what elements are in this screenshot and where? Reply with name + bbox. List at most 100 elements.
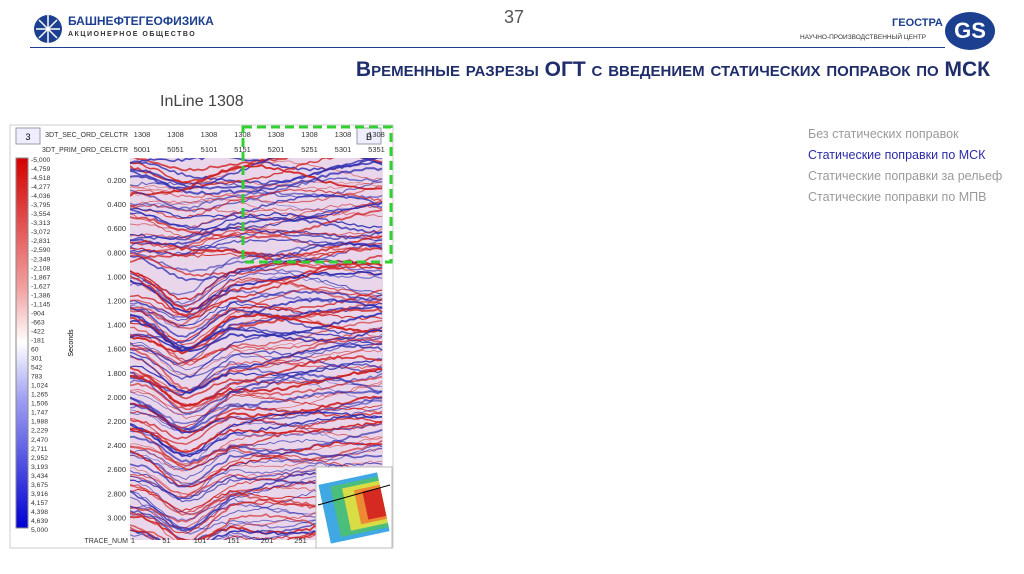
time-tick: 2.800 <box>107 489 126 498</box>
time-tick: 0.800 <box>107 248 126 257</box>
colorbar-label: 2,229 <box>31 428 48 435</box>
row-value: 5101 <box>201 145 218 154</box>
row-value: 1308 <box>368 130 385 139</box>
row-value: 5001 <box>134 145 151 154</box>
colorbar-label: 3,675 <box>31 482 48 489</box>
colorbar-label: -1,867 <box>31 274 50 281</box>
left-tag: 3 <box>25 132 30 142</box>
colorbar-label: -3,795 <box>31 202 50 209</box>
colorbar-label: 4,398 <box>31 509 48 516</box>
partner-sub: НАУЧНО-ПРОИЗВОДСТВЕННЫЙ ЦЕНТР <box>800 34 926 41</box>
option-item: Статические поправки по МСК <box>808 148 986 162</box>
trace-tick: 201 <box>261 536 274 545</box>
reflector <box>130 447 383 486</box>
colorbar-label: 5,000 <box>31 527 48 534</box>
reflector <box>130 167 383 195</box>
colorbar-label: 1,747 <box>31 410 48 417</box>
colorbar-label: 2,952 <box>31 455 48 462</box>
reflector <box>130 331 383 380</box>
colorbar-label: -422 <box>31 328 45 335</box>
colorbar-label: 2,711 <box>31 446 48 453</box>
reflector <box>130 305 383 342</box>
option-item: Статические поправки по МПВ <box>808 190 987 204</box>
time-tick: 1.200 <box>107 297 126 306</box>
colorbar-label: 301 <box>31 356 43 363</box>
colorbar-label: -4,277 <box>31 184 50 191</box>
time-tick: 2.600 <box>107 465 126 474</box>
reflector <box>130 438 383 480</box>
reflector <box>130 241 383 282</box>
reflector <box>130 358 383 394</box>
colorbar-label: 4,639 <box>31 518 48 525</box>
right-tag: B <box>366 132 372 142</box>
reflector <box>130 320 383 363</box>
colorbar-label: -663 <box>31 319 45 326</box>
partner-logo: GS <box>945 12 995 50</box>
row-value: 5301 <box>335 145 352 154</box>
time-tick: 1.400 <box>107 321 126 330</box>
reflector <box>130 327 383 364</box>
time-tick: 0.200 <box>107 176 126 185</box>
row-value: 1308 <box>335 130 352 139</box>
row-value: 1308 <box>301 130 318 139</box>
colorbar-label: -2,349 <box>31 256 50 263</box>
row-value: 1308 <box>201 130 218 139</box>
trace-tick: 251 <box>294 536 307 545</box>
colorbar-label: -3,313 <box>31 220 50 227</box>
reflector <box>130 180 383 205</box>
subtitle: InLine 1308 <box>160 93 244 110</box>
reflector <box>130 212 383 241</box>
time-tick: 3.000 <box>107 513 126 522</box>
reflector <box>130 225 383 239</box>
reflector <box>224 534 266 540</box>
row-value: 5351 <box>368 145 385 154</box>
reflector <box>130 204 383 231</box>
reflector <box>130 227 383 242</box>
reflector <box>130 164 383 197</box>
row-value: 1308 <box>268 130 285 139</box>
colorbar-label: 4,157 <box>31 500 48 507</box>
reflector <box>130 178 383 199</box>
reflector <box>130 271 383 313</box>
colorbar-label: -1,145 <box>31 301 50 308</box>
time-tick: 1.000 <box>107 272 126 281</box>
reflector <box>130 375 383 411</box>
time-tick: 2.400 <box>107 441 126 450</box>
row-value: 1308 <box>234 130 251 139</box>
reflector <box>130 229 383 255</box>
company-logo-icon <box>34 15 62 43</box>
option-item: Без статических поправок <box>808 127 959 141</box>
colorbar-label: -4,036 <box>31 193 50 200</box>
reflector <box>130 390 383 432</box>
trace-tick: 51 <box>162 536 170 545</box>
colorbar-label: 3,916 <box>31 491 48 498</box>
reflector <box>130 208 383 240</box>
reflector <box>130 262 383 313</box>
colorbar-label: 1,265 <box>31 392 48 399</box>
colorbar-label: -181 <box>31 337 45 344</box>
reflector <box>130 367 383 400</box>
reflector <box>130 278 383 327</box>
company-sub: АКЦИОНЕРНОЕ ОБЩЕСТВО <box>68 31 197 38</box>
time-tick: 1.600 <box>107 345 126 354</box>
reflector <box>130 399 382 425</box>
reflector <box>130 382 383 414</box>
reflector <box>130 428 383 464</box>
row-value: 5201 <box>268 145 285 154</box>
colorbar-label: -5,000 <box>31 157 50 164</box>
reflector <box>130 188 383 220</box>
colorbar-label: 783 <box>31 374 43 381</box>
time-tick: 2.200 <box>107 417 126 426</box>
reflector <box>130 441 383 488</box>
colorbar-label: -3,554 <box>31 211 50 218</box>
y-axis-label: Seconds <box>68 329 75 357</box>
reflector <box>130 423 383 455</box>
reflector <box>130 431 383 472</box>
time-tick: 0.400 <box>107 200 126 209</box>
reflector <box>130 305 383 349</box>
colorbar <box>15 157 29 529</box>
colorbar-label: 3,193 <box>31 464 48 471</box>
row-value: 5051 <box>167 145 184 154</box>
reflector <box>130 335 383 376</box>
reflector <box>130 349 383 392</box>
